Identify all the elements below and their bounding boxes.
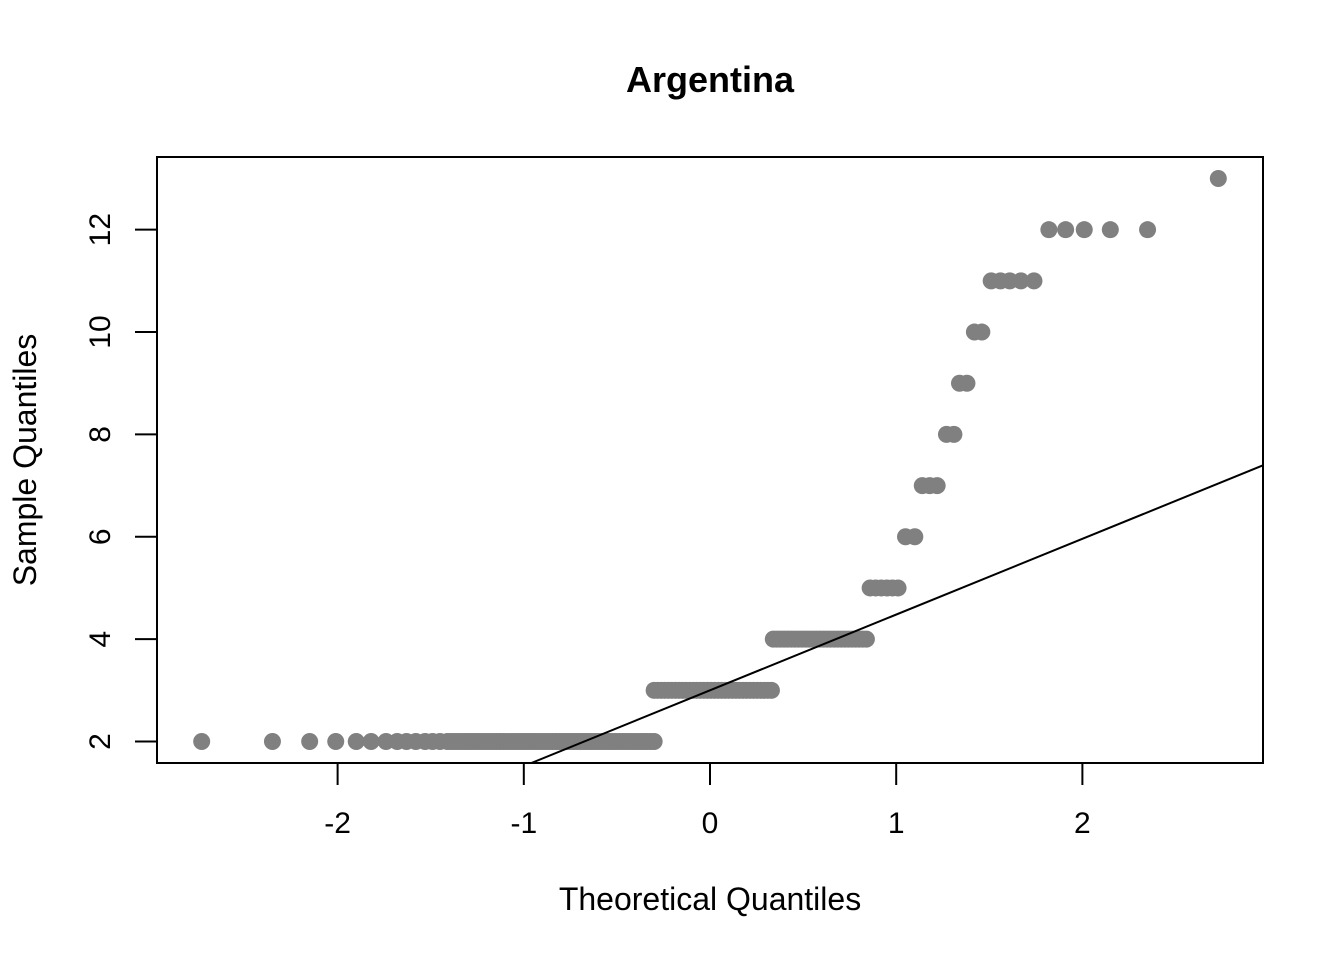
data-point: [973, 323, 991, 341]
data-point: [362, 733, 380, 751]
data-point: [945, 425, 963, 443]
x-axis: -2 -1 0 1 2: [324, 762, 1091, 840]
data-point: [193, 733, 211, 751]
x-axis-label: Theoretical Quantiles: [559, 881, 861, 917]
data-point: [1040, 221, 1058, 239]
y-axis: 2 4 6 8 10 12: [84, 213, 158, 750]
data-point: [327, 733, 345, 751]
y-tick-label: 6: [84, 528, 117, 545]
x-tick-label: 1: [888, 807, 905, 840]
y-tick-label: 4: [84, 631, 117, 648]
data-point: [1139, 221, 1157, 239]
plot-frame: [156, 156, 1264, 764]
data-point: [263, 733, 281, 751]
data-point: [347, 733, 365, 751]
data-point: [1209, 169, 1227, 187]
reference-line-group: [530, 464, 1264, 764]
x-tick-label: 0: [702, 807, 719, 840]
data-point: [958, 374, 976, 392]
data-point: [301, 733, 319, 751]
data-point: [1025, 272, 1043, 290]
y-tick-label: 12: [84, 213, 117, 246]
y-axis-label: Sample Quantiles: [7, 334, 43, 587]
data-point: [1057, 221, 1075, 239]
y-tick-label: 10: [84, 315, 117, 348]
data-point: [1012, 272, 1030, 290]
x-tick-label: -1: [510, 807, 537, 840]
y-tick-label: 2: [84, 733, 117, 750]
data-point: [857, 630, 875, 648]
data-point: [645, 733, 663, 751]
data-point: [762, 681, 780, 699]
data-point: [1101, 221, 1119, 239]
data-points: [193, 169, 1227, 751]
x-tick-label: -2: [324, 807, 351, 840]
y-tick-label: 8: [84, 426, 117, 443]
chart-title: Argentina: [626, 59, 795, 100]
data-point: [1075, 221, 1093, 239]
x-tick-label: 2: [1074, 807, 1091, 840]
data-point: [928, 477, 946, 495]
data-point: [889, 579, 907, 597]
data-point: [906, 528, 924, 546]
reference-line: [530, 464, 1264, 764]
